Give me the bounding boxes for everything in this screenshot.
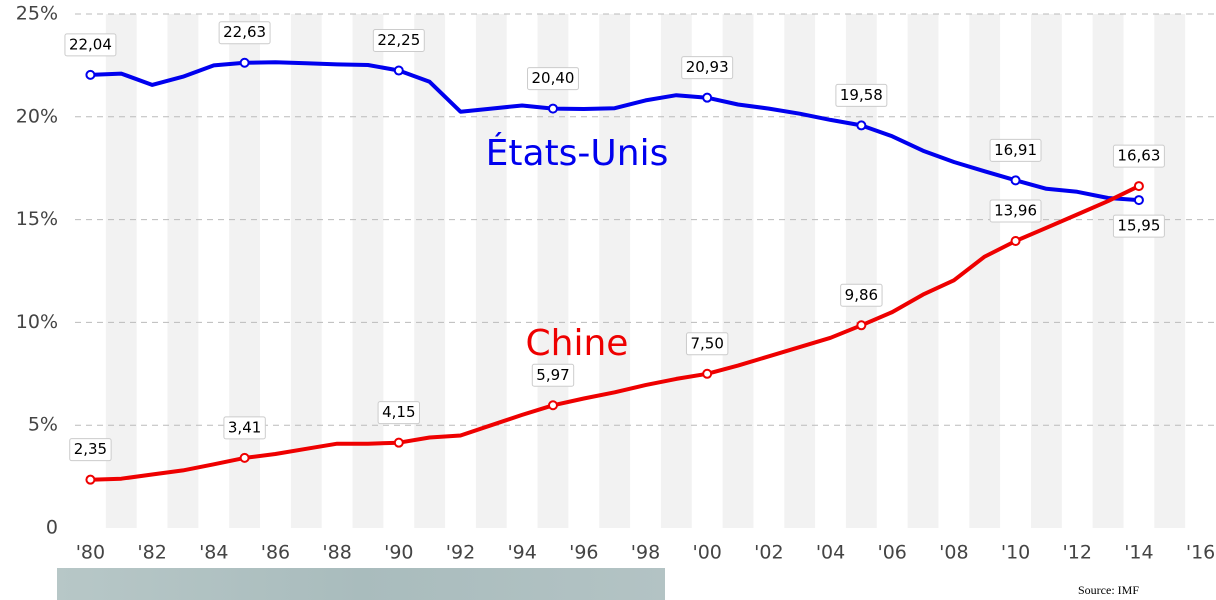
band: [1092, 14, 1124, 528]
y-tick-label: 25%: [16, 3, 58, 25]
band: [414, 14, 446, 528]
value-label-box: [64, 33, 117, 57]
point-marker: [85, 69, 96, 80]
x-tick-label: '90: [384, 542, 413, 564]
x-tick-label: '06: [877, 542, 906, 564]
x-tick-label: '02: [754, 542, 783, 564]
value-label-box: [989, 138, 1042, 162]
value-label: 3,41: [228, 418, 261, 436]
x-tick-label: '84: [199, 542, 228, 564]
y-tick-label: 20%: [16, 105, 58, 127]
x-tick-label: '08: [939, 542, 968, 564]
x-tick-label: '12: [1063, 542, 1092, 564]
point-marker: [702, 92, 713, 103]
series-name: Chine: [526, 323, 629, 364]
band: [475, 14, 507, 528]
point-marker: [547, 400, 558, 411]
x-tick-label: '16: [1186, 542, 1215, 564]
value-label: 22,25: [377, 31, 420, 49]
band: [167, 14, 199, 528]
band: [660, 14, 692, 528]
value-label: 5,97: [536, 366, 569, 384]
point-marker: [393, 65, 404, 76]
value-label: 20,93: [686, 58, 729, 76]
value-label-box: [1112, 144, 1165, 168]
band: [537, 14, 569, 528]
point-marker: [1010, 175, 1021, 186]
point-marker: [856, 320, 867, 331]
labels: 0 5% 10% 15% 20% 25% '80 '82 '84 '86 '88 '90 '92 '94 '…: [16, 3, 1216, 564]
lines: [85, 57, 1144, 485]
point-marker: [239, 57, 250, 68]
value-label: 4,15: [382, 403, 415, 421]
value-label-box: [372, 29, 425, 53]
x-tick-label: '88: [322, 542, 351, 564]
x-tick-label: '96: [569, 542, 598, 564]
y-tick-label: 0: [46, 517, 58, 539]
x-tick-label: '10: [1001, 542, 1030, 564]
value-label-box: [223, 416, 266, 440]
band: [1154, 14, 1186, 528]
point-marker: [702, 368, 713, 379]
value-label-box: [840, 283, 883, 307]
x-tick-label: '86: [261, 542, 290, 564]
source: Source: IMF: [1078, 583, 1139, 597]
band: [784, 14, 816, 528]
x-tick-label: '82: [137, 542, 166, 564]
image-strip: [57, 568, 665, 600]
series-line: [90, 60, 1140, 203]
value-label: 9,86: [845, 286, 878, 304]
y-tick-label: 5%: [28, 414, 58, 436]
x-tick-label: '94: [507, 542, 536, 564]
band: [722, 14, 754, 528]
point-marker: [1133, 181, 1144, 192]
band: [1030, 14, 1062, 528]
band: [599, 14, 631, 528]
x-tick-label: '80: [76, 542, 105, 564]
point-marker: [1010, 235, 1021, 246]
value-label: 19,58: [840, 86, 883, 104]
series-name: États-Unis: [486, 132, 669, 174]
value-label-box: [989, 199, 1042, 223]
point-marker: [239, 452, 250, 463]
value-label-box: [377, 401, 421, 425]
value-label: 22,04: [69, 35, 112, 53]
band: [907, 14, 939, 528]
x-tick-label: '14: [1124, 542, 1153, 564]
x-tick-label: '00: [692, 542, 721, 564]
value-label: 16,91: [994, 141, 1037, 159]
value-label-box: [531, 363, 575, 387]
value-label: 13,96: [994, 201, 1037, 219]
band: [969, 14, 1001, 528]
value-label-box: [1112, 214, 1165, 238]
point-marker: [856, 120, 867, 131]
value-label-box: [681, 56, 734, 80]
band: [229, 14, 261, 528]
x-tick-label: '98: [631, 542, 660, 564]
x-tick-label: '92: [446, 542, 475, 564]
value-label-box: [685, 332, 729, 356]
value-label-box: [69, 438, 112, 462]
y-tick-label: 15%: [16, 208, 58, 230]
value-label-box: [835, 83, 888, 107]
y-tick-label: 10%: [16, 311, 58, 333]
value-label: 2,35: [74, 440, 107, 458]
band: [290, 14, 322, 528]
value-label: 7,50: [690, 334, 723, 352]
value-label: 20,40: [532, 69, 575, 87]
value-label-box: [527, 67, 579, 91]
value-label: 22,63: [223, 23, 266, 41]
series-line: [90, 184, 1140, 482]
point-marker: [393, 437, 404, 448]
value-label: 15,95: [1117, 217, 1160, 235]
value-label-box: [218, 21, 271, 45]
value-label: 16,63: [1117, 147, 1160, 165]
point-marker: [85, 474, 96, 485]
point-marker: [547, 103, 558, 114]
x-tick-label: '04: [816, 542, 845, 564]
band: [352, 14, 384, 528]
point-marker: [1133, 195, 1144, 206]
background-bands: [105, 14, 1186, 528]
